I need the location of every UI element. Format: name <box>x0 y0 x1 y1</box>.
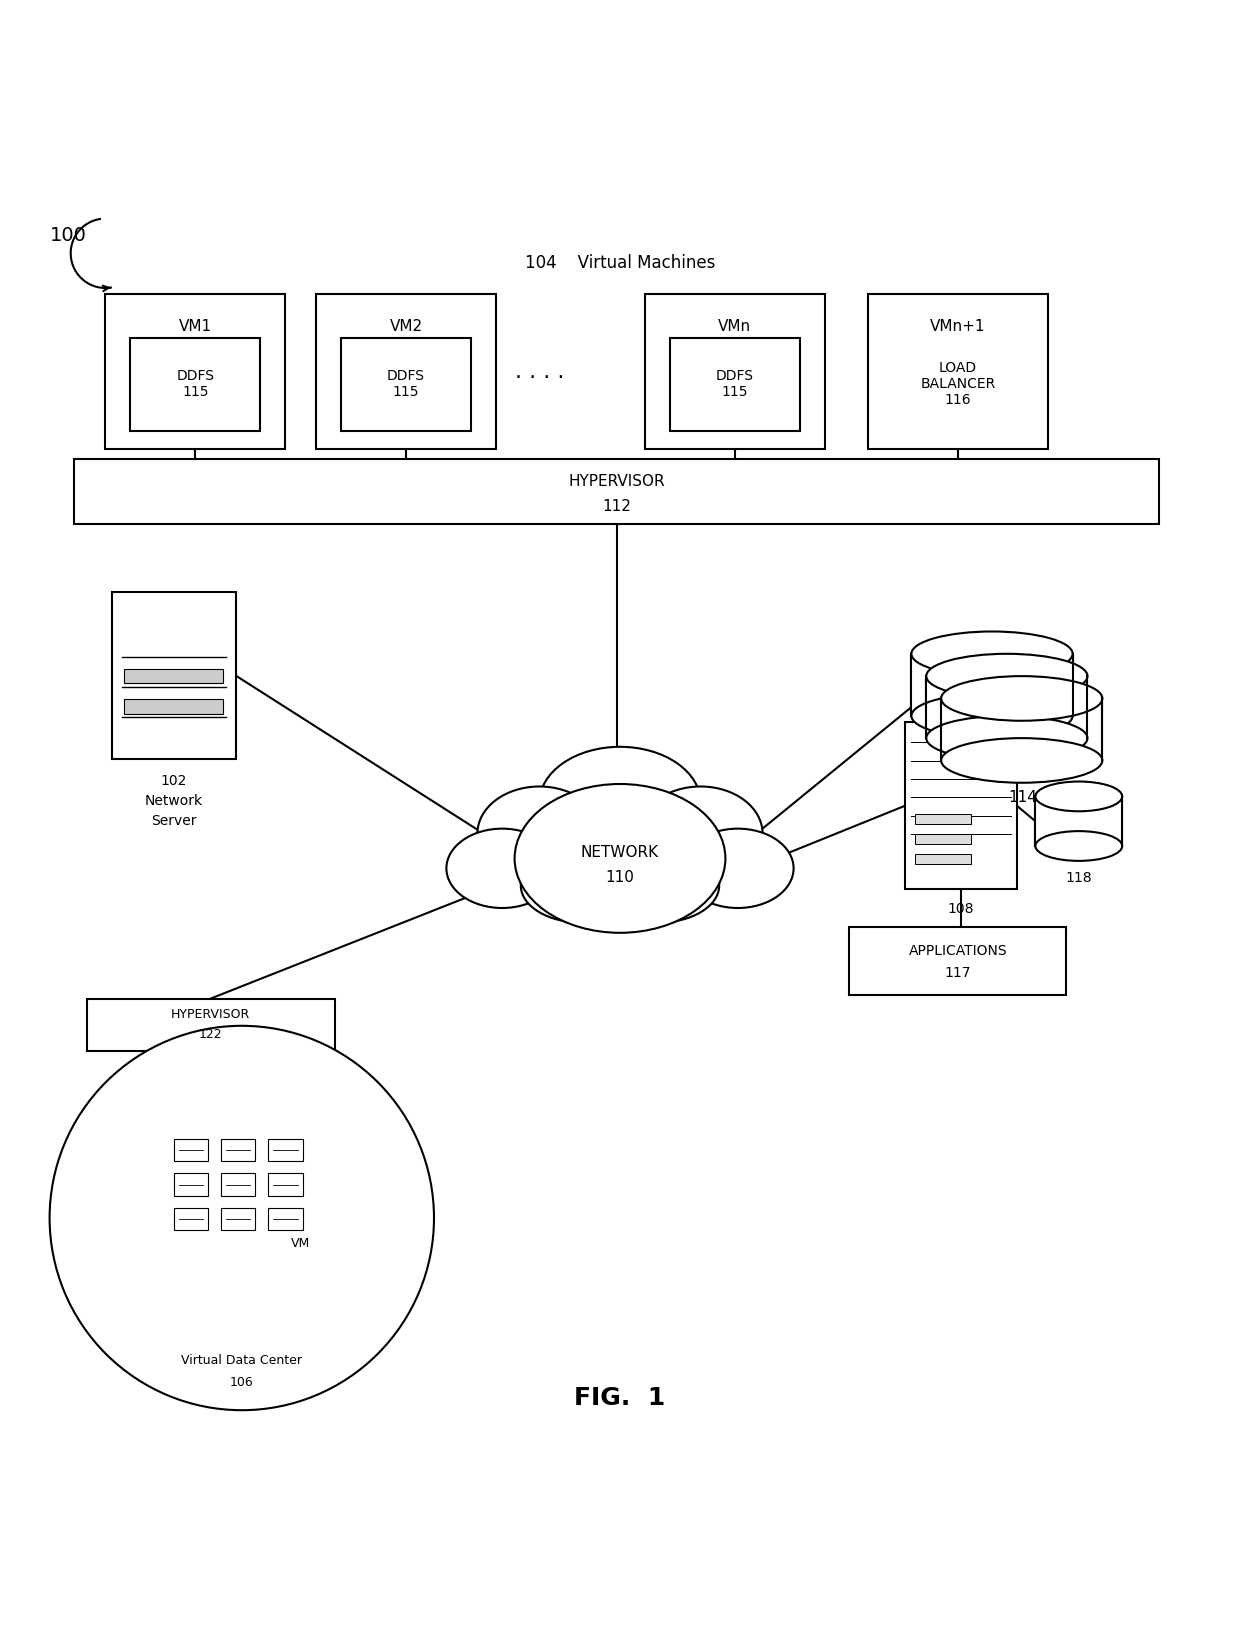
Text: 117: 117 <box>945 967 971 980</box>
Ellipse shape <box>911 693 1073 738</box>
Text: 106: 106 <box>229 1376 254 1389</box>
FancyBboxPatch shape <box>174 1174 208 1196</box>
FancyBboxPatch shape <box>915 815 971 825</box>
Circle shape <box>50 1025 434 1410</box>
FancyBboxPatch shape <box>124 699 223 714</box>
Text: VM1: VM1 <box>179 319 212 334</box>
Text: FIG.  1: FIG. 1 <box>574 1386 666 1410</box>
FancyBboxPatch shape <box>316 293 496 450</box>
Text: LOAD
BALANCER
116: LOAD BALANCER 116 <box>920 360 996 408</box>
FancyBboxPatch shape <box>341 337 471 430</box>
Ellipse shape <box>515 784 725 932</box>
FancyBboxPatch shape <box>849 926 1066 994</box>
Ellipse shape <box>926 716 1087 761</box>
FancyBboxPatch shape <box>905 722 1017 890</box>
FancyBboxPatch shape <box>221 1208 255 1231</box>
FancyBboxPatch shape <box>87 999 335 1051</box>
FancyBboxPatch shape <box>112 592 236 760</box>
FancyBboxPatch shape <box>268 1139 303 1161</box>
Text: Server: Server <box>151 813 196 828</box>
Ellipse shape <box>941 738 1102 782</box>
Text: VMn: VMn <box>718 319 751 334</box>
FancyBboxPatch shape <box>915 854 971 864</box>
Text: 114: 114 <box>1008 791 1038 805</box>
Ellipse shape <box>926 654 1087 698</box>
FancyBboxPatch shape <box>221 1139 255 1161</box>
Text: NETWORK: NETWORK <box>580 844 660 859</box>
Text: Network: Network <box>145 794 202 808</box>
Text: VM2: VM2 <box>389 319 423 334</box>
Ellipse shape <box>941 676 1102 720</box>
Ellipse shape <box>477 787 601 880</box>
FancyBboxPatch shape <box>174 1139 208 1161</box>
FancyBboxPatch shape <box>268 1174 303 1196</box>
FancyBboxPatch shape <box>130 337 260 430</box>
FancyBboxPatch shape <box>915 835 971 844</box>
Text: APPLICATIONS: APPLICATIONS <box>909 944 1007 958</box>
FancyBboxPatch shape <box>105 293 285 450</box>
Text: 108: 108 <box>947 901 975 916</box>
Bar <box>1035 797 1122 846</box>
Ellipse shape <box>539 747 701 859</box>
FancyBboxPatch shape <box>645 293 825 450</box>
Bar <box>926 676 1087 738</box>
Ellipse shape <box>639 787 763 880</box>
Text: 104    Virtual Machines: 104 Virtual Machines <box>525 254 715 272</box>
Text: 102: 102 <box>160 774 187 787</box>
FancyBboxPatch shape <box>268 1208 303 1231</box>
Text: Virtual Data Center: Virtual Data Center <box>181 1355 303 1368</box>
Bar <box>911 654 1073 716</box>
Text: HYPERVISOR: HYPERVISOR <box>569 474 665 489</box>
Text: 118: 118 <box>1065 870 1092 885</box>
Text: 110: 110 <box>605 869 635 885</box>
Ellipse shape <box>1035 781 1122 812</box>
Text: DDFS
115: DDFS 115 <box>176 368 215 399</box>
Text: DDFS
115: DDFS 115 <box>715 368 754 399</box>
FancyBboxPatch shape <box>74 460 1159 523</box>
Ellipse shape <box>521 849 645 923</box>
FancyBboxPatch shape <box>670 337 800 430</box>
Ellipse shape <box>446 828 558 908</box>
FancyBboxPatch shape <box>124 668 223 683</box>
FancyBboxPatch shape <box>174 1208 208 1231</box>
Ellipse shape <box>1035 831 1122 861</box>
Text: DDFS
115: DDFS 115 <box>387 368 425 399</box>
Text: 112: 112 <box>603 499 631 513</box>
Text: 100: 100 <box>50 227 87 244</box>
FancyBboxPatch shape <box>221 1174 255 1196</box>
Ellipse shape <box>911 631 1073 676</box>
Bar <box>941 698 1102 761</box>
Text: HYPERVISOR: HYPERVISOR <box>171 1007 250 1020</box>
Text: . . . .: . . . . <box>515 362 564 381</box>
Text: 122: 122 <box>198 1029 223 1042</box>
Ellipse shape <box>595 849 719 923</box>
Text: VM: VM <box>291 1237 311 1250</box>
Ellipse shape <box>682 828 794 908</box>
Text: VMn+1: VMn+1 <box>930 319 986 334</box>
FancyBboxPatch shape <box>868 293 1048 450</box>
